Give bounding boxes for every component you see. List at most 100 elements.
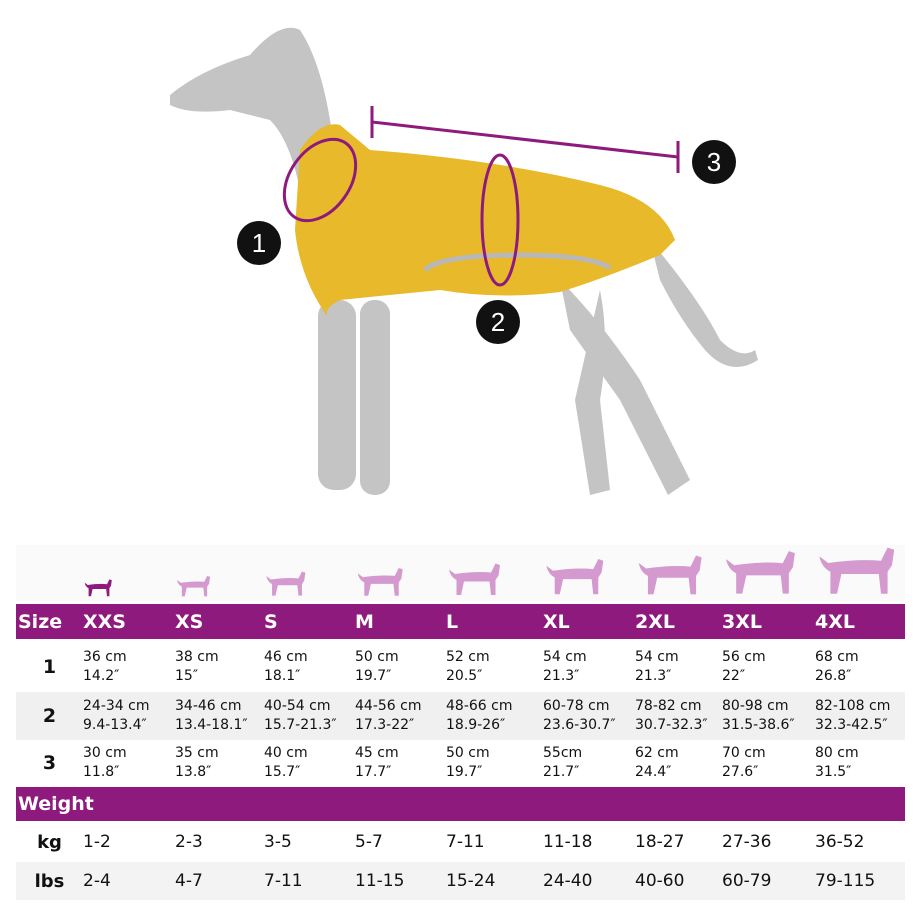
cell-cm: 82-108 cm [815,698,891,714]
size-header-label: Size [18,610,63,633]
size-header-2xl: 2XL [635,610,675,633]
table-cell: 78-82 cm 30.7-32.3″ [635,697,722,735]
table-cell: 52 cm 20.5″ [446,648,543,686]
weight-header: Weight [16,787,905,821]
cell-inch: 24.4″ [635,764,672,780]
dog-3xl-icon [722,548,815,598]
table-cell: 30 cm 11.8″ [83,744,175,782]
weight-kg-cell: 7-11 [446,832,485,852]
cell-cm: 55cm [543,745,583,761]
weight-lbs-cell: 11-15 [355,871,405,891]
svg-text:2: 2 [491,307,505,337]
cell-cm: 56 cm [722,649,766,665]
cell-inch: 18.9-26″ [446,717,506,733]
table-cell: 54 cm 21.3″ [543,648,635,686]
cell-inch: 17.7″ [355,764,392,780]
row-label: 1 [42,655,57,678]
cell-inch: 18.1″ [264,668,301,684]
table-row: 2 24-34 cm 9.4-13.4″ 34-46 cm 13.4-18.1″ 40-5… [16,692,905,740]
cell-cm: 38 cm [175,649,219,665]
cell-inch: 21.3″ [635,668,672,684]
cell-cm: 80 cm [815,745,859,761]
cell-inch: 32.3-42.5″ [815,717,888,733]
weight-kg-label: kg [37,831,62,853]
cell-inch: 30.7-32.3″ [635,717,708,733]
table-cell: 34-46 cm 13.4-18.1″ [175,697,264,735]
cell-cm: 60-78 cm [543,698,610,714]
weight-lbs-cell: 15-24 [446,871,496,891]
cell-cm: 30 cm [83,745,127,761]
table-cell: 55cm 21.7″ [543,744,635,782]
row-label: 3 [42,751,57,774]
dog-xxs-icon [83,548,175,598]
table-cell: 45 cm 17.7″ [355,744,446,782]
cell-cm: 54 cm [543,649,587,665]
cell-inch: 14.2″ [83,668,120,684]
weight-lbs-cell: 2-4 [83,871,111,891]
dog-xs-icon [175,548,264,598]
cell-cm: 40 cm [264,745,308,761]
dog-xl-icon [543,548,635,598]
cell-inch: 19.7″ [355,668,392,684]
weight-lbs-cell: 79-115 [815,871,876,891]
weight-lbs-cell: 4-7 [175,871,203,891]
measurement-lines [282,106,680,287]
size-header-row: Size XXS XS S M L XL 2XL 3XL 4XL [16,604,905,639]
cell-inch: 31.5″ [815,764,852,780]
cell-cm: 34-46 cm [175,698,242,714]
dog-l-icon [446,548,543,598]
cell-inch: 26.8″ [815,668,852,684]
cell-inch: 9.4-13.4″ [83,717,147,733]
size-header-s: S [264,610,278,633]
cell-inch: 15.7-21.3″ [264,717,337,733]
table-cell: 68 cm 26.8″ [815,648,905,686]
table-cell: 40 cm 15.7″ [264,744,355,782]
cell-cm: 35 cm [175,745,219,761]
table-cell: 82-108 cm 32.3-42.5″ [815,697,905,735]
marker-3: 3 [692,140,736,184]
table-cell: 38 cm 15″ [175,648,264,686]
cell-inch: 20.5″ [446,668,483,684]
cell-inch: 15.7″ [264,764,301,780]
weight-kg-cell: 36-52 [815,832,865,852]
cell-cm: 44-56 cm [355,698,422,714]
marker-1: 1 [237,221,281,265]
size-header-xs: XS [175,610,204,633]
weight-lbs-row: lbs 2-4 4-7 7-11 11-15 15-24 24-40 40-60 60-79 79… [16,862,905,900]
cell-cm: 50 cm [446,745,490,761]
dog-m-icon [355,548,446,598]
weight-kg-cell: 1-2 [83,832,111,852]
size-icons-row [16,545,905,601]
weight-lbs-cell: 24-40 [543,871,593,891]
weight-lbs-label: lbs [34,870,65,892]
cell-inch: 19.7″ [446,764,483,780]
cell-cm: 45 cm [355,745,399,761]
table-row: 1 36 cm 14.2″ 38 cm 15″ 46 cm 18.1″ 50 cm 19.7″ 5… [16,646,905,688]
greyhound-silhouette [170,27,758,495]
dog-measurement-illustration: 1 2 3 [170,27,758,495]
cell-cm: 52 cm [446,649,490,665]
cell-inch: 23.6-30.7″ [543,717,616,733]
dog-4xl-icon [815,547,905,598]
weight-kg-cell: 5-7 [355,832,383,852]
weight-title: Weight [18,793,94,815]
table-cell: 48-66 cm 18.9-26″ [446,697,543,735]
table-cell: 24-34 cm 9.4-13.4″ [83,697,175,735]
cell-cm: 68 cm [815,649,859,665]
dog-s-icon [264,548,355,598]
table-cell: 44-56 cm 17.3-22″ [355,697,446,735]
cell-cm: 24-34 cm [83,698,150,714]
size-header-l: L [446,610,459,633]
size-header-4xl: 4XL [815,610,855,633]
cell-cm: 54 cm [635,649,679,665]
table-cell: 62 cm 24.4″ [635,744,722,782]
cell-inch: 13.4-18.1″ [175,717,248,733]
table-cell: 80 cm 31.5″ [815,744,905,782]
table-cell: 50 cm 19.7″ [446,744,543,782]
table-cell: 60-78 cm 23.6-30.7″ [543,697,635,735]
yellow-coat [295,124,675,321]
svg-text:3: 3 [707,147,721,177]
table-cell: 36 cm 14.2″ [83,648,175,686]
weight-kg-row: kg 1-2 2-3 3-5 5-7 7-11 11-18 18-27 27-36 36-52 [16,824,905,860]
weight-kg-cell: 27-36 [722,832,772,852]
